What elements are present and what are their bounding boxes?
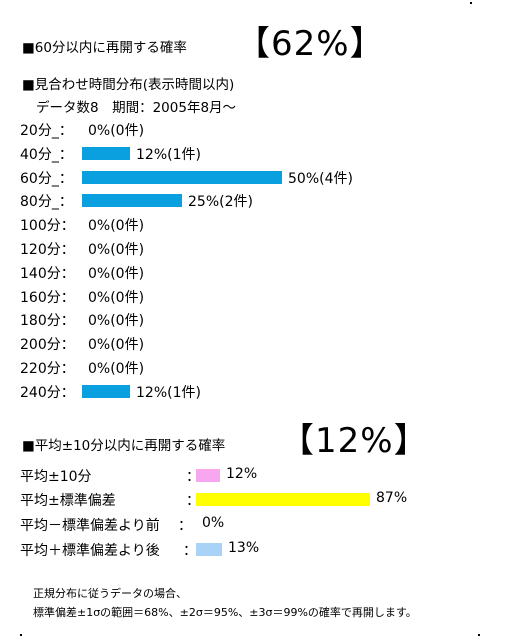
category-label: 40分_： xyxy=(20,146,73,163)
category-label: 160分： xyxy=(20,289,75,306)
value-label: 50%(4件) xyxy=(288,170,353,187)
section1-big-percent: 【62%】 xyxy=(236,24,385,64)
category-label: 60分_： xyxy=(20,170,73,187)
category-label: 240分： xyxy=(20,384,75,401)
bar xyxy=(82,170,282,184)
value-label: 0% xyxy=(202,515,225,531)
section3-big-percent: 【12%】 xyxy=(280,421,429,461)
bar xyxy=(196,493,370,506)
section1-title: ■60分以内に再開する確率 xyxy=(22,40,187,56)
value-label: 0%(0件) xyxy=(88,361,145,377)
bar xyxy=(82,194,182,208)
value-label: 0%(0件) xyxy=(88,313,145,330)
note-line-1: 正規分布に従うデータの場合、 xyxy=(33,587,187,600)
category-label: 平均±標準偏差 xyxy=(20,493,116,509)
value-label: 87% xyxy=(376,490,408,506)
category-label: 200分： xyxy=(20,337,75,354)
separator: ： xyxy=(178,518,192,534)
category-label: 100分： xyxy=(20,218,75,235)
category-label: 140分： xyxy=(20,265,75,282)
category-label: 平均±10分 xyxy=(20,469,92,485)
value-label: 25%(2件) xyxy=(188,194,253,211)
corner-dot xyxy=(20,634,22,636)
bar xyxy=(82,146,130,160)
value-label: 0%(0件) xyxy=(88,289,145,306)
category-label: 80分_： xyxy=(20,194,73,211)
category-label: 20分_： xyxy=(20,123,73,139)
bar xyxy=(196,469,220,482)
category-label: 120分： xyxy=(20,242,75,258)
value-label: 0%(0件) xyxy=(88,265,145,282)
section2-subtitle: データ数8 期間：2005年8月～ xyxy=(36,100,237,116)
category-label: 平均＋標準偏差より後 xyxy=(20,543,160,559)
section2-title: ■見合わせ時間分布(表示時間以内) xyxy=(22,77,235,93)
separator: ： xyxy=(183,543,197,559)
section3-title: ■平均±10分以内に再開する確率 xyxy=(22,438,226,454)
corner-dot xyxy=(470,2,472,4)
value-label: 0%(0件) xyxy=(88,218,145,235)
value-label: 0%(0件) xyxy=(88,337,145,354)
note-line-2: 標準偏差±1σの範囲＝68%、±2σ＝95%、±3σ＝99%の確率で再開します。 xyxy=(33,606,417,619)
value-label: 0%(0件) xyxy=(88,242,145,258)
category-label: 180分： xyxy=(20,313,75,330)
bar xyxy=(196,543,222,556)
category-label: 平均－標準偏差より前 xyxy=(20,518,160,534)
value-label: 13% xyxy=(228,540,260,556)
value-label: 12%(1件) xyxy=(136,384,201,401)
value-label: 12% xyxy=(226,466,258,482)
value-label: 12%(1件) xyxy=(136,146,201,163)
bar xyxy=(82,384,130,398)
category-label: 220分： xyxy=(20,361,75,377)
value-label: 0%(0件) xyxy=(88,123,145,139)
corner-dot xyxy=(478,634,480,636)
